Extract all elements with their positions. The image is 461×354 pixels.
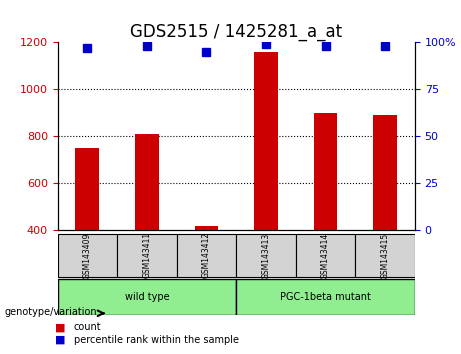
Bar [135, 134, 159, 230]
Text: ■: ■ [55, 335, 66, 345]
Bar [195, 226, 219, 230]
Text: percentile rank within the sample: percentile rank within the sample [74, 335, 239, 345]
FancyBboxPatch shape [177, 234, 236, 277]
Text: ■: ■ [55, 322, 66, 332]
Text: GSM143413: GSM143413 [261, 232, 271, 279]
Bar [313, 113, 337, 230]
Bar [76, 148, 99, 230]
Text: genotype/variation: genotype/variation [5, 307, 97, 316]
Text: GSM143414: GSM143414 [321, 232, 330, 279]
Bar [254, 52, 278, 230]
FancyBboxPatch shape [355, 234, 415, 277]
FancyBboxPatch shape [117, 234, 177, 277]
Title: GDS2515 / 1425281_a_at: GDS2515 / 1425281_a_at [130, 23, 343, 41]
Text: GSM143415: GSM143415 [381, 232, 390, 279]
Text: GSM143411: GSM143411 [142, 232, 152, 279]
FancyBboxPatch shape [58, 279, 236, 315]
Text: wild type: wild type [124, 292, 169, 302]
FancyBboxPatch shape [58, 234, 117, 277]
Bar [373, 115, 397, 230]
FancyBboxPatch shape [236, 279, 415, 315]
Text: GSM143412: GSM143412 [202, 232, 211, 279]
FancyBboxPatch shape [296, 234, 355, 277]
Text: GSM143409: GSM143409 [83, 232, 92, 279]
FancyBboxPatch shape [236, 234, 296, 277]
Text: count: count [74, 322, 101, 332]
Text: PGC-1beta mutant: PGC-1beta mutant [280, 292, 371, 302]
